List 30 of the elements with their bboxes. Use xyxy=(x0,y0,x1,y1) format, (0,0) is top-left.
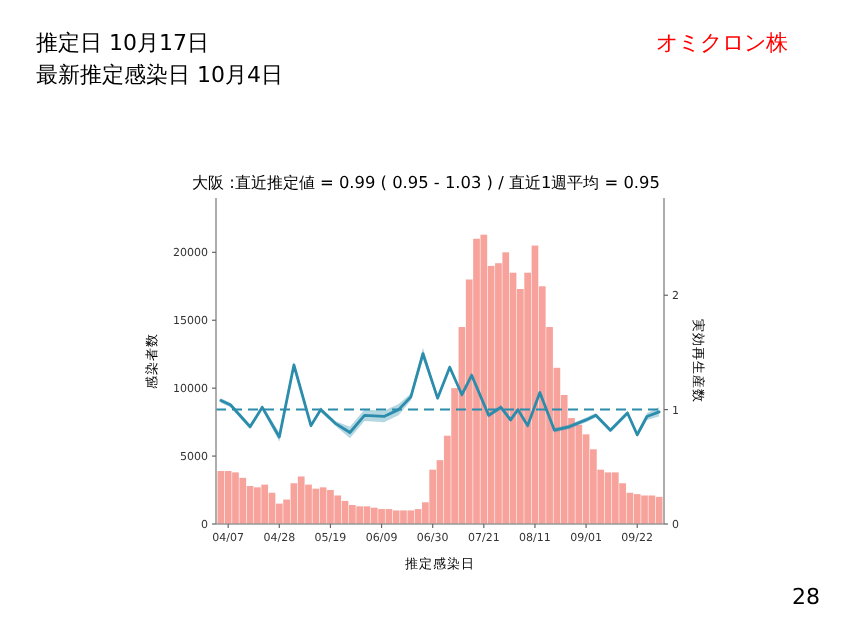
bar xyxy=(392,510,400,524)
bar xyxy=(348,504,356,524)
bar xyxy=(327,490,334,524)
bar xyxy=(370,507,378,524)
text: オミクロン株 xyxy=(656,30,788,56)
bar xyxy=(641,495,648,524)
bar xyxy=(356,506,364,524)
bar xyxy=(297,476,305,524)
bar xyxy=(575,424,583,524)
bar xyxy=(378,509,385,524)
bar xyxy=(224,471,232,524)
text: 最新推定感染日 10月4日 xyxy=(36,62,283,88)
bar xyxy=(480,234,488,524)
bar xyxy=(400,510,407,524)
bar xyxy=(611,472,619,524)
bar xyxy=(254,487,261,524)
bar xyxy=(648,495,656,524)
bar xyxy=(232,472,239,524)
bar xyxy=(502,252,510,524)
text: 推定日 10月17日 xyxy=(36,30,209,56)
bar xyxy=(473,238,480,524)
bar xyxy=(633,494,641,524)
bar xyxy=(239,477,247,524)
bar xyxy=(407,510,415,524)
text: 28 xyxy=(792,584,820,610)
bar xyxy=(305,484,312,524)
chart-title: 大阪 :直近推定値 = 0.99 ( 0.95 - 1.03 ) / 直近1週平均 = 0.95 xyxy=(192,172,660,192)
bar xyxy=(334,495,342,524)
bar xyxy=(312,488,320,524)
bar xyxy=(261,484,269,524)
